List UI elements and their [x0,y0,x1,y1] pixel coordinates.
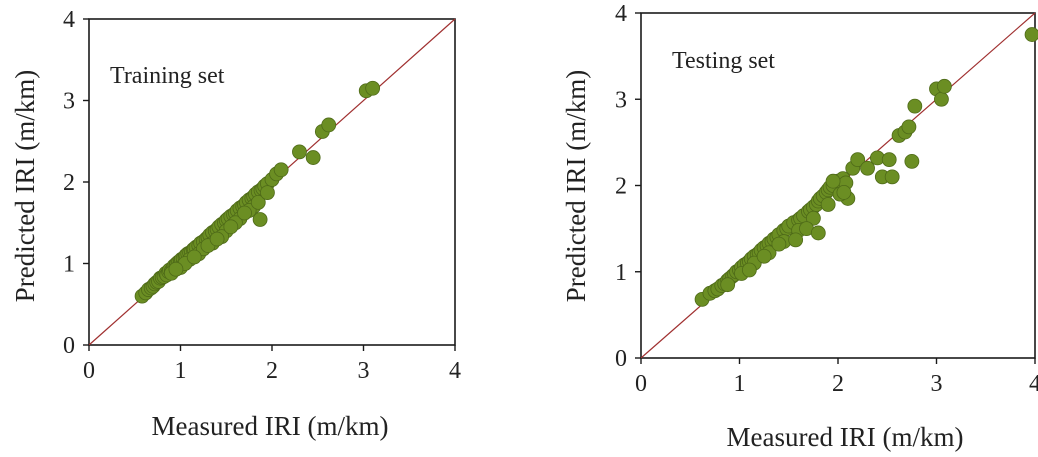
testing-data-point [771,236,787,252]
testing-panel-label: Testing set [672,48,775,74]
testing-y-tick-label: 0 [615,346,627,372]
testing-data-point [1024,27,1038,42]
testing-data-point [720,277,736,293]
training-x-tick-label: 3 [358,358,370,384]
testing-data-point [810,225,826,241]
testing-data-point [904,153,920,169]
testing-data-point [860,160,875,176]
training-data-point [209,231,225,247]
training-x-tick-label: 2 [266,358,278,384]
training-y-axis-title: Predicted IRI (m/km) [10,70,40,302]
testing-x-tick-label: 4 [1029,371,1038,397]
training-data-point [252,212,268,227]
training-y-tick-label: 4 [63,7,75,33]
testing-data-point [788,232,804,248]
training-data-point [223,219,239,235]
training-x-axis-title: Measured IRI (m/km) [152,411,389,441]
training-x-tick-label: 0 [83,358,95,384]
training-data-point [365,80,381,96]
training-y-tick-label: 1 [63,252,75,278]
testing-x-tick-label: 3 [931,371,943,397]
training-data-point [260,185,275,200]
testing-data-point [820,197,836,212]
training-data-point [168,261,184,277]
testing-data-point [881,152,897,168]
training-data-point [186,249,202,265]
training-y-tick-label: 0 [63,333,75,359]
testing-y-tick-label: 2 [615,174,627,200]
testing-data-point [850,152,866,168]
testing-y-axis-title: Predicted IRI (m/km) [561,70,591,302]
testing-plot-area: 0 1 2 3 4 0 1 2 3 4 [615,1,1038,397]
training-x-tick-label: 4 [449,358,461,384]
testing-panel: Testing set Measured IRI (m/km) Predicte… [561,48,963,452]
training-data-point [305,150,321,165]
training-plot-area: 0 1 2 3 4 0 1 2 3 4 [63,7,461,384]
training-data-point [250,194,266,210]
testing-y-tick-label: 4 [615,1,627,27]
testing-data-point [901,119,917,135]
testing-data-point [934,91,949,107]
testing-x-tick-label: 0 [635,371,647,397]
training-y-tick-label: 3 [63,89,75,115]
testing-data-point [756,248,772,264]
training-data-point [273,162,289,178]
testing-x-tick-label: 2 [832,371,844,397]
training-data-point [292,144,307,160]
testing-data-point [825,173,841,189]
testing-data-point [741,262,757,278]
testing-data-point [907,98,923,114]
testing-y-tick-label: 1 [615,260,627,286]
testing-data-point [805,210,821,226]
training-panel: Training set Measured IRI (m/km) Predict… [10,63,388,441]
testing-data-point [836,184,852,200]
testing-x-tick-label: 1 [734,371,746,397]
testing-x-axis-title: Measured IRI (m/km) [727,422,964,452]
training-y-tick-label: 2 [63,170,75,196]
testing-y-tick-label: 3 [615,87,627,113]
testing-data-point [936,78,952,94]
training-x-tick-label: 1 [175,358,187,384]
training-data-point [321,117,337,133]
training-panel-label: Training set [110,63,225,89]
training-data-point [237,205,252,221]
testing-data-point [884,169,900,185]
